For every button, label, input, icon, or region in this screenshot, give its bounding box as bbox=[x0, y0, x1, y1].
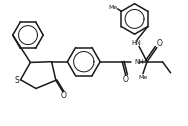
Text: O: O bbox=[61, 91, 67, 100]
Text: HN: HN bbox=[131, 40, 141, 46]
Text: S: S bbox=[14, 76, 19, 85]
Text: Me: Me bbox=[108, 5, 117, 10]
Text: O: O bbox=[123, 75, 129, 84]
Text: NH: NH bbox=[134, 59, 144, 65]
Text: Me: Me bbox=[138, 75, 147, 80]
Text: O: O bbox=[156, 39, 162, 48]
